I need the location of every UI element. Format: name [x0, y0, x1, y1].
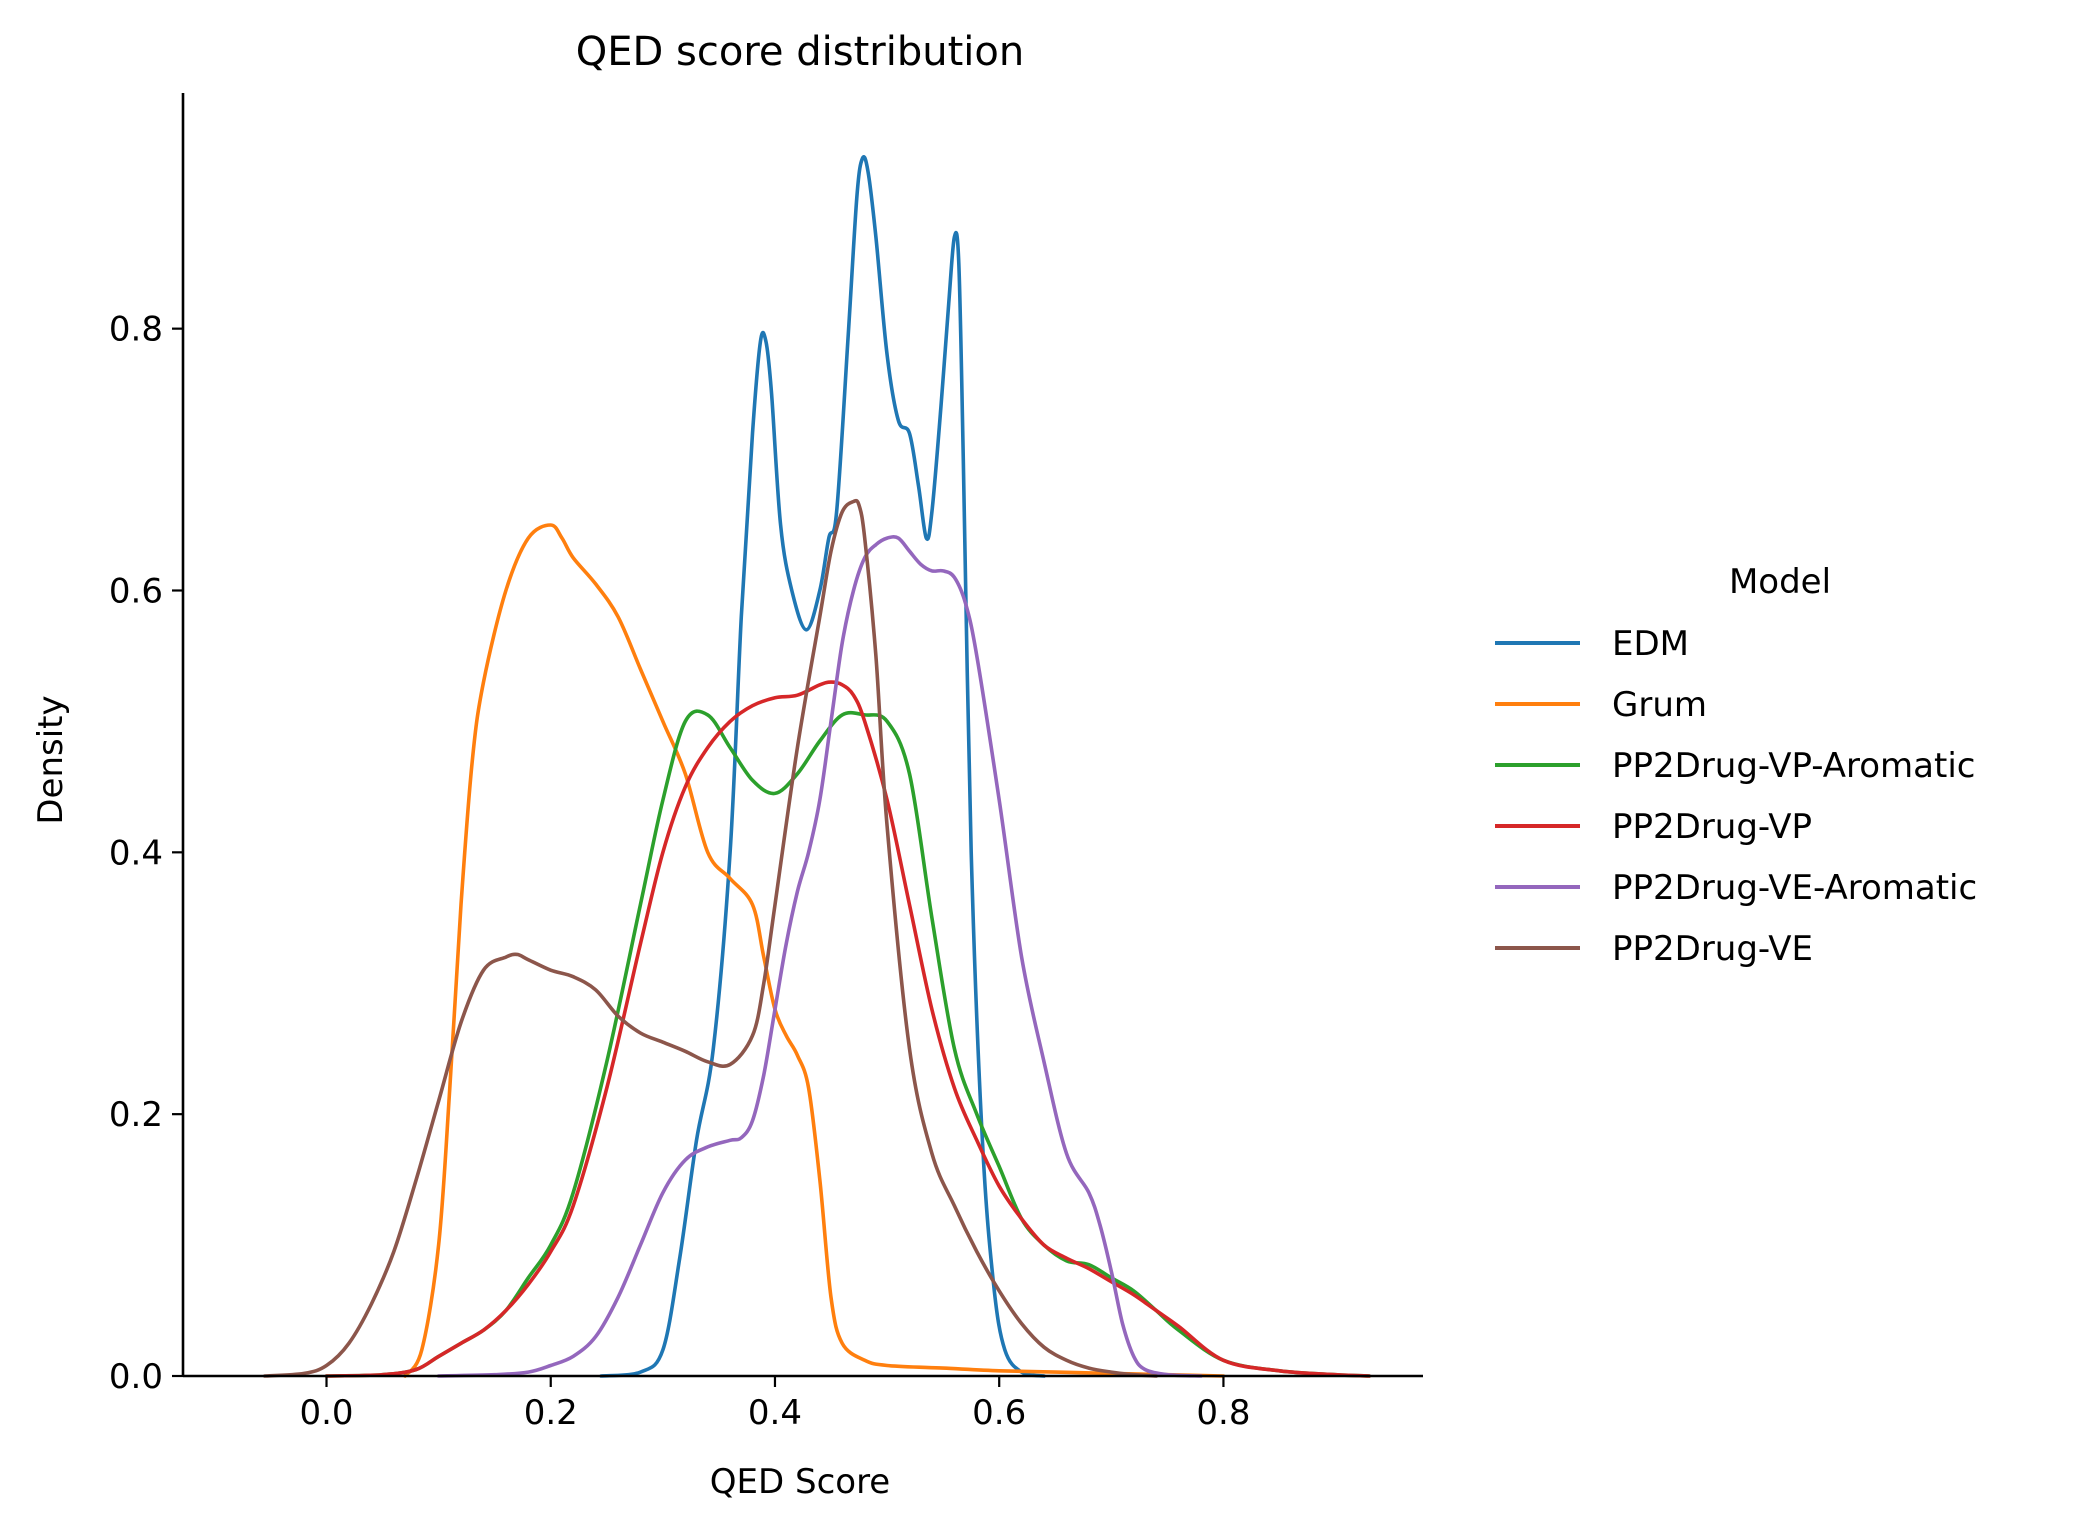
- legend-label-edm: EDM: [1612, 624, 1689, 664]
- legend-label-pp2drug-ve-aromatic: PP2Drug-VE-Aromatic: [1612, 868, 1977, 908]
- series-line-pp2drug-vp: [324, 680, 1371, 1378]
- plot-area: [263, 155, 1371, 1378]
- y-tick-label: 0.6: [109, 571, 163, 611]
- legend-label-pp2drug-ve: PP2Drug-VE: [1612, 929, 1813, 969]
- series-line-grum: [403, 523, 1226, 1378]
- legend-title: Model: [1729, 562, 1831, 602]
- series-line-pp2drug-vp-aromatic: [324, 709, 1371, 1378]
- x-axis-title: QED Score: [710, 1462, 890, 1502]
- x-tick-label: 0.2: [524, 1393, 578, 1433]
- y-tick-label: 0.8: [109, 310, 163, 350]
- legend-label-pp2drug-vp-aromatic: PP2Drug-VP-Aromatic: [1612, 746, 1975, 786]
- y-tick-label: 0.2: [109, 1095, 163, 1135]
- x-tick-label: 0.8: [1196, 1393, 1250, 1433]
- series-line-pp2drug-ve: [263, 498, 1158, 1378]
- legend-label-pp2drug-vp: PP2Drug-VP: [1612, 807, 1812, 847]
- chart-title: QED score distribution: [576, 29, 1024, 75]
- legend-label-grum: Grum: [1612, 685, 1707, 725]
- x-ticks: 0.0 0.2 0.4 0.6 0.8: [299, 1376, 1250, 1433]
- x-tick-label: 0.6: [972, 1393, 1026, 1433]
- series-line-edm: [599, 155, 1046, 1378]
- y-tick-label: 0.0: [109, 1357, 163, 1397]
- x-tick-label: 0.0: [299, 1393, 353, 1433]
- series-line-pp2drug-ve-aromatic: [436, 535, 1203, 1378]
- x-tick-label: 0.4: [748, 1393, 802, 1433]
- y-ticks: 0.0 0.2 0.4 0.6 0.8: [109, 310, 183, 1397]
- y-tick-label: 0.4: [109, 833, 163, 873]
- y-axis-title: Density: [31, 695, 71, 824]
- legend: Model EDM Grum PP2Drug-VP-Aromatic PP2Drug-…: [1495, 562, 1977, 969]
- legend-items: EDM Grum PP2Drug-VP-Aromatic PP2Drug-VP PP2D…: [1495, 624, 1977, 969]
